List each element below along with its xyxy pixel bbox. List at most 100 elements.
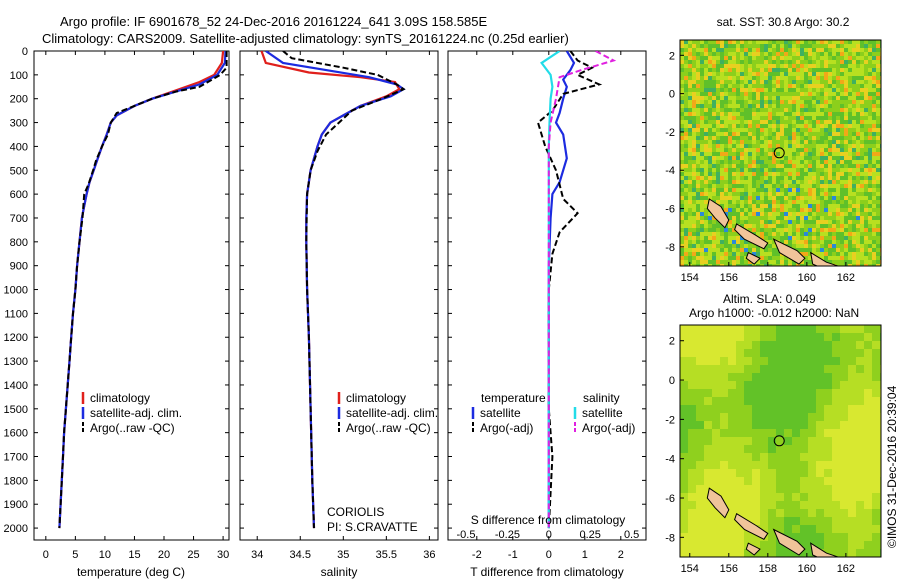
map-cell — [740, 68, 744, 72]
map-cell — [856, 381, 864, 389]
map-cell — [772, 204, 776, 208]
map-cell — [712, 232, 716, 236]
map-cell — [856, 389, 864, 397]
map-cell — [776, 100, 780, 104]
x-tick-label: 34.5 — [290, 549, 311, 561]
map-cell — [816, 493, 824, 501]
map-cell — [800, 389, 808, 397]
map-cell — [680, 132, 684, 136]
map-cell — [756, 180, 760, 184]
map-cell — [768, 72, 772, 76]
map-cell — [720, 381, 728, 389]
map-cell — [824, 397, 832, 405]
map-cell — [704, 188, 708, 192]
map-cell — [808, 48, 812, 52]
map-cell — [704, 120, 708, 124]
map-cell — [772, 132, 776, 136]
map-cell — [688, 216, 692, 220]
map-cell — [852, 240, 856, 244]
map-cell — [860, 88, 864, 92]
map-cell — [704, 100, 708, 104]
map-cell — [808, 509, 816, 517]
map-cell — [804, 160, 808, 164]
map-cell — [868, 172, 872, 176]
map-cell — [860, 200, 864, 204]
map-cell — [680, 236, 684, 240]
map-cell — [832, 152, 836, 156]
map-cell — [824, 124, 828, 128]
map-cell — [680, 541, 688, 549]
map-cell — [724, 132, 728, 136]
map-cell — [852, 112, 856, 116]
map-cell — [688, 509, 696, 517]
map-cell — [796, 60, 800, 64]
map-cell — [808, 501, 816, 509]
map-cell — [784, 40, 788, 44]
map-cell — [768, 200, 772, 204]
map-cell — [752, 264, 756, 266]
map-cell — [760, 200, 764, 204]
map-cell — [840, 236, 844, 240]
map-cell — [864, 72, 868, 76]
map-cell — [780, 136, 784, 140]
map-cell — [872, 208, 876, 212]
map-cell — [808, 136, 812, 140]
map-cell — [688, 493, 696, 501]
map-cell — [716, 68, 720, 72]
map-cell — [864, 100, 868, 104]
map-cell — [712, 373, 720, 381]
map-cell — [708, 52, 712, 56]
map-cell — [680, 437, 688, 445]
map-cell — [728, 236, 732, 240]
map-cell — [720, 100, 724, 104]
map-cell — [716, 200, 720, 204]
map-cell — [700, 196, 704, 200]
map-cell — [820, 72, 824, 76]
map-cell — [796, 132, 800, 136]
map-cell — [736, 108, 740, 112]
map-cell — [760, 192, 764, 196]
map-cell — [704, 533, 712, 541]
map-cell — [776, 429, 784, 437]
map-cell — [816, 325, 824, 333]
map-cell — [832, 236, 836, 240]
map-cell — [712, 164, 716, 168]
map-cell — [836, 60, 840, 64]
map-cell — [844, 168, 848, 172]
map-cell — [704, 397, 712, 405]
map-cell — [740, 140, 744, 144]
map-cell — [872, 104, 876, 108]
map-cell — [804, 44, 808, 48]
map-cell — [736, 357, 744, 365]
map-cell — [848, 216, 852, 220]
map-cell — [696, 260, 700, 264]
map-cell — [700, 56, 704, 60]
map-cell — [712, 96, 716, 100]
map-cell — [804, 260, 808, 264]
map-cell — [732, 68, 736, 72]
map-cell — [836, 176, 840, 180]
map-cell — [844, 220, 848, 224]
map-cell — [740, 188, 744, 192]
legend-label: climatology — [346, 391, 406, 405]
map-cell — [720, 56, 724, 60]
map-cell — [772, 148, 776, 152]
map-cell — [832, 76, 836, 80]
map-cell — [824, 172, 828, 176]
map-cell — [768, 144, 772, 148]
map-cell — [788, 240, 792, 244]
map-cell — [868, 112, 872, 116]
map-cell — [684, 196, 688, 200]
map-cell — [820, 172, 824, 176]
map-cell — [684, 168, 688, 172]
map-cell — [780, 172, 784, 176]
map-cell — [872, 413, 880, 421]
map-cell — [828, 124, 832, 128]
map-cell — [704, 196, 708, 200]
map-cell — [744, 152, 748, 156]
map-cell — [752, 184, 756, 188]
map-cell — [816, 164, 820, 168]
map-cell — [788, 52, 792, 56]
map-cell — [716, 80, 720, 84]
map-cell — [828, 72, 832, 76]
